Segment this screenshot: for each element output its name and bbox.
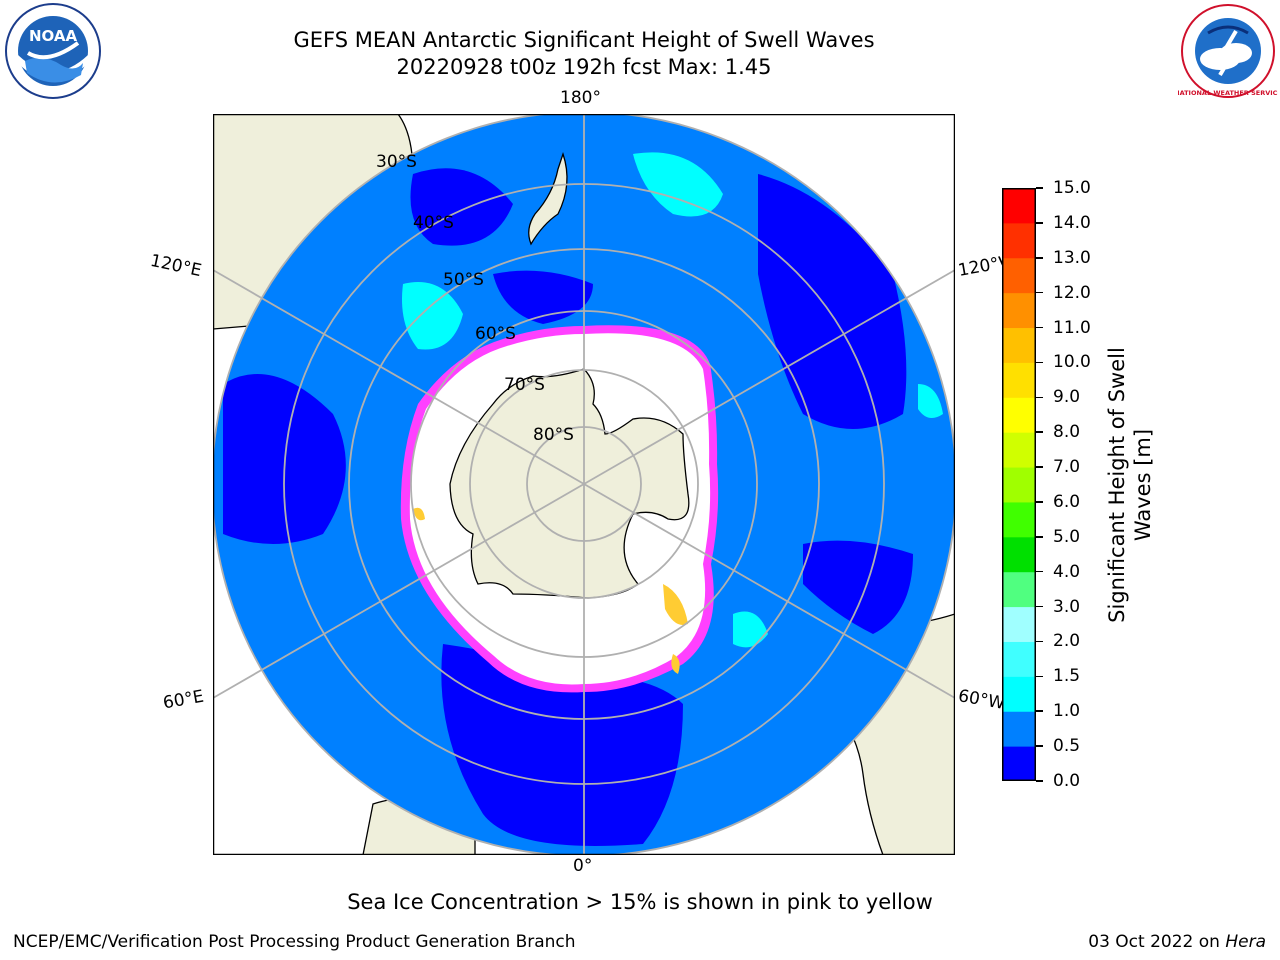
footer-branch: NCEP/EMC/Verification Post Processing Pr… [13,932,576,952]
colorbar-tick-label: 9.0 [1053,387,1081,408]
colorbar-tick-label: 1.0 [1053,701,1081,722]
colorbar-tick-label: 0.5 [1053,736,1081,757]
colorbar [1002,188,1036,781]
colorbar-tick-mark [1036,326,1043,329]
colorbar-tick-label: 7.0 [1053,457,1081,478]
colorbar-segment [1002,292,1036,329]
colorbar-tick-label: 2.0 [1053,631,1081,652]
lon-label-60e: 60°E [161,686,206,714]
colorbar-segment [1002,641,1036,677]
colorbar-segment [1002,257,1036,294]
colorbar-segment [1002,432,1036,468]
colorbar-segment [1002,188,1036,224]
colorbar-tick-label: 6.0 [1053,491,1081,512]
colorbar-tick-mark [1036,466,1043,468]
new-zealand-land [528,151,568,246]
colorbar-title-line2: Waves [m] [1131,428,1155,542]
lat-label-70s: 70°S [504,375,545,395]
noaa-logo-text: NOAA [29,27,78,45]
footer-date: 03 Oct 2022 on Hera [1088,932,1266,952]
colorbar-tick-label: 15.0 [1053,178,1091,198]
lon-label-60w: 60°W [956,686,1007,714]
colorbar-tick-mark [1036,675,1043,678]
colorbar-segment [1002,327,1036,363]
nws-logo: NATIONAL WEATHER SERVICE [1178,4,1278,98]
nws-logo-ring-text: NATIONAL WEATHER SERVICE [1178,89,1278,97]
lat-label-30s: 30°S [376,152,417,172]
colorbar-tick-label: 14.0 [1053,212,1091,233]
footer-host: Hera [1225,932,1266,952]
lon-label-0: 0° [573,856,593,876]
colorbar-segment [1002,467,1036,503]
colorbar-tick-mark [1036,431,1043,433]
colorbar-title-line1: Significant Height of Swell [1105,347,1129,623]
colorbar-tick-mark [1036,710,1043,712]
colorbar-segment [1002,676,1036,712]
colorbar-tick-mark [1036,396,1043,399]
lat-label-80s: 80°S [533,425,574,445]
colorbar-tick-label: 3.0 [1053,596,1081,617]
colorbar-tick-label: 0.0 [1053,771,1081,791]
lon-label-180: 180° [560,88,601,108]
colorbar-tick-mark [1036,501,1043,503]
colorbar-segment [1002,222,1036,259]
colorbar-tick-label: 13.0 [1053,247,1091,268]
colorbar-segment [1002,501,1036,538]
colorbar-tick-mark [1036,257,1043,259]
colorbar-tick-mark [1036,605,1043,608]
colorbar-tick-label: 10.0 [1053,352,1091,373]
colorbar-segment [1002,397,1036,433]
colorbar-tick-mark [1036,570,1043,573]
colorbar-tick-mark [1036,536,1043,538]
colorbar-tick-mark [1036,291,1043,294]
lat-label-60s: 60°S [475,324,516,344]
colorbar-segment [1002,571,1036,608]
colorbar-segment [1002,606,1036,642]
colorbar-tick-mark [1036,222,1043,224]
footer-date-text: 03 Oct 2022 on [1088,932,1226,952]
colorbar-tick-mark [1036,187,1043,189]
colorbar-tick-label: 12.0 [1053,282,1091,303]
colorbar-title: Significant Height of Swell Waves [m] [1104,275,1156,695]
lon-label-120e: 120°E [148,250,204,282]
lat-label-40s: 40°S [413,213,454,233]
colorbar-tick-mark [1036,640,1043,643]
colorbar-tick-label: 1.5 [1053,666,1081,687]
map-panel [213,114,955,855]
colorbar-segment [1002,711,1036,747]
colorbar-tick-label: 5.0 [1053,526,1081,547]
sea-ice-note: Sea Ice Concentration > 15% is shown in … [347,890,933,914]
colorbar-tick-label: 4.0 [1053,561,1081,582]
colorbar-tick-mark [1036,745,1043,747]
map-subtitle: 20220928 t00z 192h fcst Max: 1.45 [396,55,772,79]
lat-label-50s: 50°S [443,270,484,290]
colorbar-tick-label: 11.0 [1053,317,1091,338]
colorbar-segment [1002,362,1036,398]
colorbar-segment [1002,536,1036,573]
noaa-logo: NOAA [5,3,101,99]
colorbar-tick-label: 8.0 [1053,422,1081,443]
map-title: GEFS MEAN Antarctic Significant Height o… [293,28,875,52]
colorbar-tick-mark [1036,780,1043,782]
colorbar-tick-mark [1036,361,1043,364]
colorbar-segment [1002,746,1036,781]
